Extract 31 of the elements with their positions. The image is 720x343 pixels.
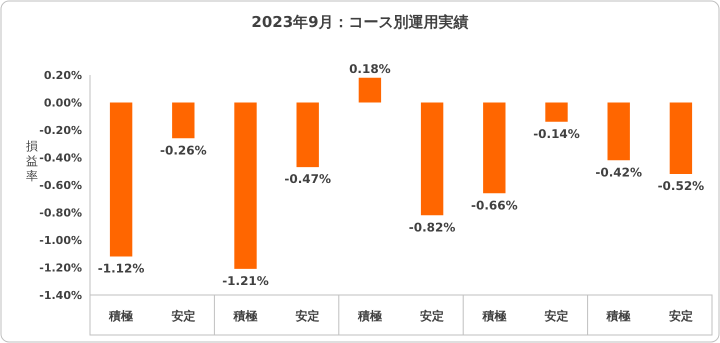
x-tick-label: 安定 <box>668 309 693 323</box>
data-label: -0.42% <box>595 165 642 180</box>
y-tick-label: -0.40% <box>39 152 82 164</box>
chart-title: 2023年9月：コース別運用実績 <box>251 13 469 31</box>
y-tick-label: -0.20% <box>39 124 82 137</box>
x-tick-label: 積極 <box>481 309 506 323</box>
y-tick-label: -1.20% <box>39 262 82 274</box>
x-tick-label: 積極 <box>232 309 258 323</box>
y-tick-label: 0.20% <box>44 69 82 82</box>
data-label: -0.52% <box>658 179 704 193</box>
data-label: -0.14% <box>533 126 580 141</box>
data-label: -0.66% <box>470 198 518 212</box>
y-tick-label: -1.00% <box>39 234 82 247</box>
data-label: -1.12% <box>98 262 144 276</box>
y-tick-label: -0.60% <box>39 179 82 192</box>
x-tick-label: 安定 <box>420 309 444 323</box>
y-tick-label: -1.40% <box>39 289 82 302</box>
x-tick-label: 積極 <box>606 309 631 323</box>
x-tick-label: 安定 <box>171 309 196 323</box>
y-tick-label: -0.80% <box>39 206 82 220</box>
data-label: -0.26% <box>160 143 207 158</box>
data-label: -1.21% <box>222 274 269 288</box>
x-tick-label: 安定 <box>296 309 320 323</box>
data-label: -0.82% <box>408 220 456 234</box>
x-tick-label: 積極 <box>108 309 134 323</box>
y-tick-label: 0.00% <box>44 96 82 110</box>
data-label: 0.18% <box>349 62 391 76</box>
x-tick-label: 安定 <box>544 309 568 323</box>
x-tick-label: 積極 <box>356 309 382 323</box>
data-label: -0.47% <box>284 172 332 186</box>
y-axis-title: 損益率 <box>26 139 38 183</box>
